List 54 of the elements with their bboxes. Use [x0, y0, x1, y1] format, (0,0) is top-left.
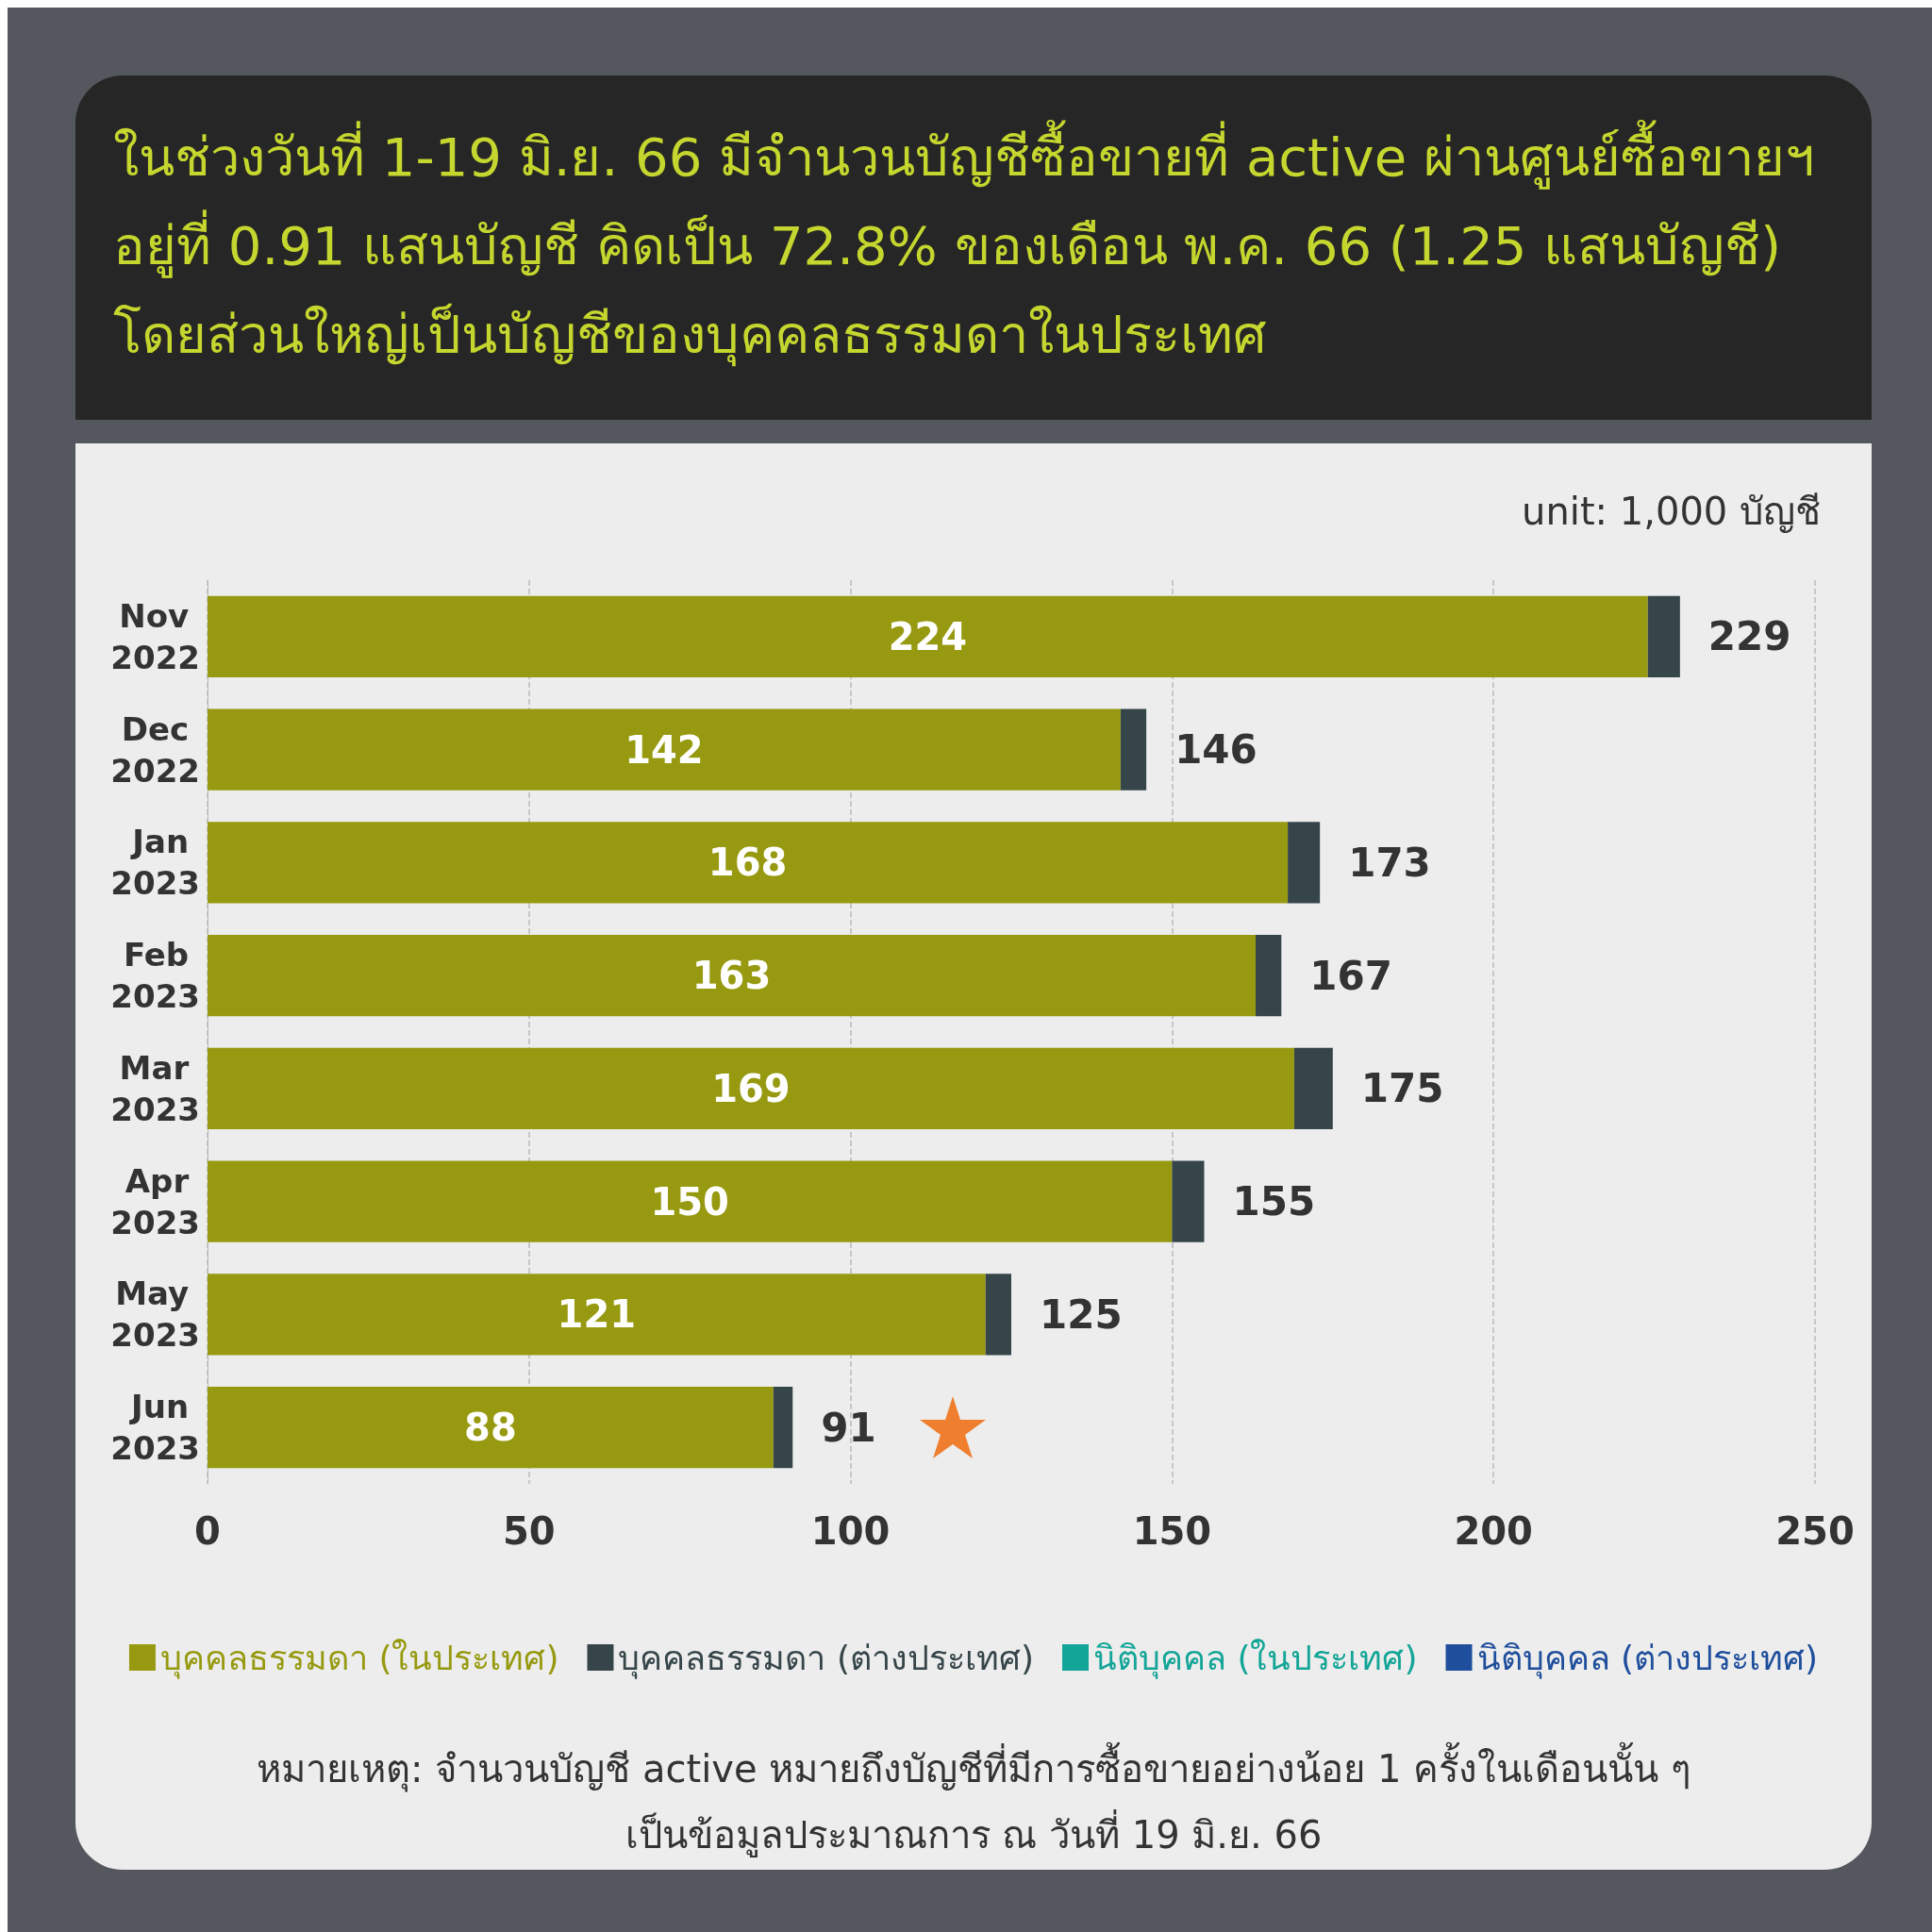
bar	[208, 1274, 986, 1356]
x-tick-label: 0	[194, 1509, 221, 1553]
legend-label: บุคคลธรรมดา (ต่างประเทศ)	[618, 1638, 1035, 1679]
total-label: 167	[1309, 952, 1392, 999]
bar	[208, 822, 1289, 904]
bar	[1647, 595, 1680, 677]
y-tick-label: Feb 2023	[110, 936, 200, 1016]
total-label: 175	[1360, 1065, 1444, 1112]
y-tick-label: Jun 2023	[110, 1388, 200, 1468]
total-label: 125	[1040, 1291, 1123, 1338]
y-tick-label: Mar 2023	[110, 1048, 200, 1128]
bar	[208, 595, 1648, 677]
data-label: 88	[464, 1406, 517, 1450]
bar	[985, 1274, 1011, 1356]
text: เป็นข้อมูลประมาณการ ณ วันที่ 19 มิ.ย. 66	[624, 1808, 1324, 1859]
x-tick-label: 100	[810, 1509, 891, 1553]
text: หมายเหตุ: จำนวนบัญชี active หมายถึงบัญชีที่มีการซื้อขายอย่างน้อย 1 ครั้งในเดือนนั้น ๆ	[256, 1740, 1691, 1794]
bar	[773, 1387, 793, 1469]
total-label: 229	[1707, 613, 1791, 660]
bar	[1172, 1160, 1205, 1242]
bar	[208, 1160, 1173, 1242]
total-label: 146	[1174, 726, 1257, 774]
data-label: 121	[557, 1292, 637, 1337]
legend-label: บุคคลธรรมดา (ในประเทศ)	[159, 1638, 559, 1679]
data-label: 224	[888, 614, 968, 658]
bar	[1293, 1047, 1333, 1129]
bar	[1288, 822, 1321, 904]
y-tick-label: Dec 2022	[110, 709, 200, 790]
bar	[208, 935, 1257, 1017]
bar	[208, 1387, 774, 1469]
x-tick-label: 200	[1454, 1509, 1533, 1553]
bar	[1120, 708, 1147, 791]
legend-label: นิติบุคคล (ในประเทศ)	[1093, 1638, 1418, 1679]
bar	[1256, 935, 1282, 1017]
x-tick-label: 150	[1132, 1509, 1212, 1553]
data-label: 163	[691, 954, 772, 998]
data-label: 142	[625, 727, 704, 772]
bar	[208, 1047, 1294, 1129]
data-label: 150	[650, 1179, 729, 1224]
y-tick-label: Apr 2023	[110, 1161, 200, 1241]
chart-subtitle: unit: 1,000 บัญชี	[1522, 489, 1821, 535]
data-label: 169	[711, 1066, 791, 1110]
total-label: 173	[1348, 839, 1431, 886]
y-tick-label: Nov 2022	[110, 596, 200, 676]
data-label: 168	[708, 841, 788, 885]
total-label: 91	[821, 1404, 876, 1451]
y-tick-label: May 2023	[110, 1274, 200, 1355]
legend-label: นิติบุคคล (ต่างประเทศ)	[1476, 1638, 1819, 1679]
x-tick-label: 50	[502, 1509, 556, 1553]
total-label: 155	[1232, 1178, 1316, 1225]
bar	[208, 708, 1121, 791]
x-tick-label: 250	[1775, 1509, 1855, 1553]
y-tick-label: Jan 2023	[110, 823, 200, 903]
chart-title: ในช่วงวันที่ 1-19 มิ.ย. 66 มีจำนวนบัญชีซื้อขายที่ active ผ่านศูนย์ซื้อขายฯ อยู่ที่ 0.91 แสนบัญชี คิดเป็น 72.8% ของเดือน พ.ค. 66 (1.25 แสนบัญชี) โดยส่วนใหญ่เป็นบัญชีของบุคคลธรรมดาในประเทศ	[113, 119, 1815, 369]
